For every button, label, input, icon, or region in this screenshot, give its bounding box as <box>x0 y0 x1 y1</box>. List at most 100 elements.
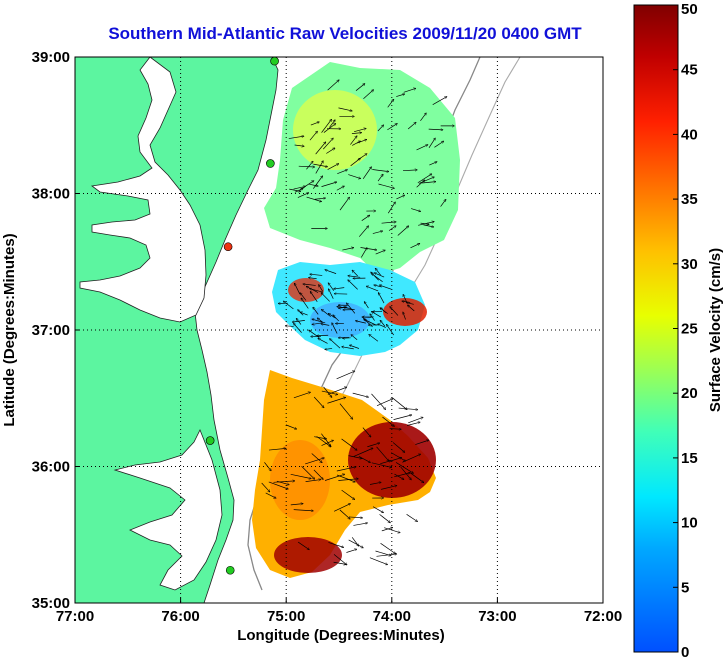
x-tick-label: 72:00 <box>584 608 622 625</box>
velocity-arrow <box>428 129 443 130</box>
velocity-arrow <box>417 174 432 184</box>
velocity-arrow <box>327 80 339 91</box>
velocity-arrow <box>336 467 356 472</box>
velocity-arrow <box>381 222 397 224</box>
velocity-arrow <box>386 324 395 336</box>
velocity-arrow <box>349 517 363 518</box>
velocity-arrow <box>293 509 314 511</box>
velocity-arrow <box>351 335 358 341</box>
velocity-arrow <box>294 189 303 193</box>
velocity-arrow <box>396 195 404 200</box>
velocity-arrow <box>379 514 391 522</box>
velocity-patch-low <box>310 302 370 338</box>
velocity-arrow <box>381 486 397 490</box>
velocity-arrow <box>321 293 330 302</box>
velocity-arrow <box>321 433 330 447</box>
velocity-arrow <box>359 226 368 237</box>
velocity-arrow <box>428 138 435 149</box>
velocity-arrow <box>337 170 347 175</box>
colorbar-tick-label: 30 <box>681 256 698 273</box>
velocity-arrow <box>395 462 413 473</box>
velocity-arrow <box>367 443 379 448</box>
velocity-arrow <box>355 321 366 324</box>
velocity-arrow <box>348 174 360 179</box>
velocity-arrow <box>325 270 337 274</box>
colorbar-ticks: 0 5 10 15 20 25 30 35 40 45 50 <box>673 1 698 659</box>
velocity-arrow <box>285 424 297 429</box>
velocity-arrow <box>329 120 335 128</box>
velocity-arrow <box>384 527 400 533</box>
velocity-arrow <box>339 403 353 420</box>
velocity-arrow <box>313 176 322 189</box>
velocity-arrow <box>314 198 326 199</box>
velocity-arrow <box>376 554 397 557</box>
velocity-arrow <box>341 489 355 499</box>
velocity-arrow <box>360 248 367 258</box>
velocity-arrow <box>338 107 352 111</box>
chart-title: Southern Mid-Atlantic Raw Velocities 200… <box>108 24 582 43</box>
velocity-core-east <box>348 422 436 498</box>
velocity-arrow <box>364 302 369 309</box>
velocity-arrow <box>369 557 388 565</box>
station-marker <box>225 565 235 575</box>
velocity-arrow <box>342 248 353 251</box>
velocity-arrow <box>313 469 323 480</box>
velocity-arrow <box>352 141 360 146</box>
velocity-arrow <box>350 136 357 145</box>
velocity-arrow <box>348 455 362 459</box>
velocity-arrow <box>378 324 386 328</box>
station-marker <box>223 242 233 252</box>
velocity-arrow <box>342 338 351 339</box>
velocity-arrow <box>306 196 322 202</box>
y-tick-labels: 39:00 38:00 37:00 36:00 35:00 <box>32 49 80 612</box>
velocity-arrow <box>371 311 382 318</box>
velocity-arrow <box>321 324 330 326</box>
velocity-arrow <box>339 509 350 519</box>
velocity-arrow <box>382 416 394 426</box>
velocity-arrow <box>298 310 304 316</box>
x-tick-label: 75:00 <box>267 608 305 625</box>
velocity-arrow <box>321 440 334 446</box>
velocity-arrow <box>422 182 436 184</box>
velocity-arrow <box>317 318 324 323</box>
velocity-arrow <box>371 462 392 468</box>
colorbar-tick-label: 25 <box>681 321 698 338</box>
velocity-arrow <box>407 122 416 130</box>
velocity-arrow <box>342 347 354 350</box>
velocity-arrow <box>378 293 385 304</box>
velocity-arrow <box>288 136 304 139</box>
velocity-arrow <box>334 288 345 289</box>
colorbar-tick-label: 35 <box>681 191 698 208</box>
velocity-arrow <box>321 182 337 187</box>
hf-radar-stations <box>205 56 279 575</box>
velocity-arrow <box>406 514 418 521</box>
velocity-arrow <box>324 474 345 481</box>
velocity-arrow <box>315 161 323 174</box>
colorbar-tick-label: 15 <box>681 450 698 467</box>
velocity-core-southwest <box>274 537 342 573</box>
velocity-core-northwest <box>288 278 324 302</box>
velocity-arrow <box>376 399 393 406</box>
velocity-arrow <box>352 392 369 397</box>
velocity-arrow <box>283 301 294 310</box>
velocity-arrow <box>429 162 437 166</box>
velocity-arrow <box>389 429 402 430</box>
velocity-arrow <box>309 183 318 186</box>
velocity-arrow <box>403 312 406 320</box>
velocity-arrow <box>296 318 302 325</box>
velocity-arrow <box>351 133 362 134</box>
velocity-arrow <box>353 523 367 526</box>
velocity-arrow <box>398 407 418 410</box>
x-tick-label: 73:00 <box>478 608 516 625</box>
station-marker <box>270 56 279 66</box>
velocity-arrow <box>393 415 412 420</box>
velocity-arrow <box>300 312 308 316</box>
velocity-arrow <box>418 177 434 184</box>
velocity-arrow <box>349 345 360 349</box>
velocity-arrow <box>317 335 329 336</box>
velocity-arrow <box>333 554 347 565</box>
velocity-arrow <box>403 294 408 303</box>
colorbar-tick-label: 50 <box>681 1 698 18</box>
velocity-arrow <box>353 448 373 457</box>
velocity-arrow <box>409 472 424 482</box>
